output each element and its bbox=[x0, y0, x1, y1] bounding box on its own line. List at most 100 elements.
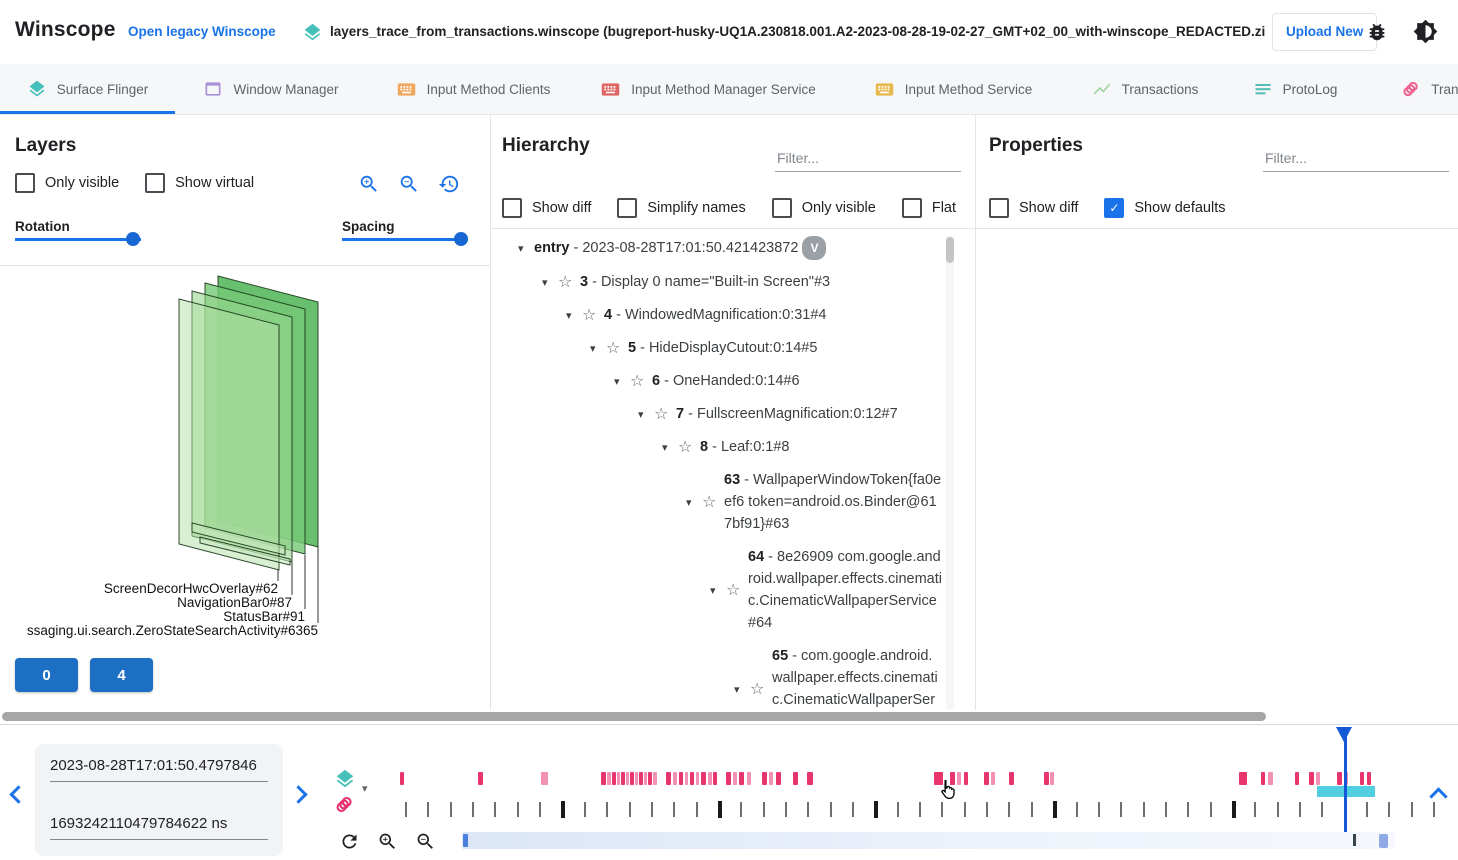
checkbox-show-virtual[interactable]: Show virtual bbox=[145, 173, 254, 193]
open-legacy-link[interactable]: Open legacy Winscope bbox=[128, 24, 276, 39]
transition-mark[interactable] bbox=[1295, 772, 1299, 785]
trace-entry-tick[interactable] bbox=[852, 802, 854, 817]
transition-mark[interactable] bbox=[701, 772, 706, 785]
trace-entry-tick[interactable] bbox=[1210, 802, 1212, 817]
trace-selector-caret-icon[interactable]: ▾ bbox=[362, 783, 368, 795]
expand-arrow-icon[interactable]: ▾ bbox=[734, 683, 740, 696]
tab-transactions[interactable]: Transactions bbox=[1069, 64, 1221, 114]
star-icon[interactable]: ☆ bbox=[558, 274, 573, 291]
layers-trace-icon[interactable] bbox=[334, 768, 356, 795]
tree-node-8[interactable]: ▾ ☆ 8 - Leaf:0:1#8 bbox=[662, 439, 790, 456]
checkbox-only-visible[interactable]: Only visible bbox=[15, 173, 119, 193]
trace-entry-tick[interactable] bbox=[1433, 802, 1435, 817]
expand-arrow-icon[interactable]: ▾ bbox=[518, 242, 524, 255]
timeline-zoom-out-icon[interactable] bbox=[415, 831, 436, 857]
expand-arrow-icon[interactable]: ▾ bbox=[686, 496, 692, 509]
hierarchy-scrollbar-thumb[interactable] bbox=[946, 237, 954, 263]
transition-mark[interactable] bbox=[607, 772, 611, 785]
layer-rect[interactable] bbox=[178, 298, 280, 571]
transition-mark[interactable] bbox=[708, 772, 712, 785]
layer-rect-thin[interactable] bbox=[191, 522, 286, 556]
hierarchy-scrollbar[interactable] bbox=[946, 236, 954, 710]
transition-mark[interactable] bbox=[1261, 772, 1265, 785]
tree-node-65[interactable]: ▾ ☆ 65 - com.google.android.wallpaper.effe… bbox=[734, 648, 938, 708]
trace-entry-tick[interactable] bbox=[785, 802, 787, 817]
transition-mark[interactable] bbox=[964, 772, 968, 785]
timeline-overview[interactable] bbox=[462, 832, 1395, 849]
transition-mark[interactable] bbox=[991, 772, 995, 785]
transition-mark[interactable] bbox=[1337, 772, 1342, 785]
transition-mark[interactable] bbox=[644, 772, 647, 785]
tree-node-64[interactable]: ▾ ☆ 64 - 8e26909 com.google.android.wallpa… bbox=[710, 549, 942, 631]
transition-mark[interactable] bbox=[696, 772, 699, 785]
transition-mark[interactable] bbox=[950, 772, 955, 785]
transitions-trace-icon[interactable] bbox=[334, 794, 355, 820]
transition-mark[interactable] bbox=[541, 772, 548, 785]
trace-entry-tick[interactable] bbox=[986, 802, 988, 817]
properties-filter-input[interactable] bbox=[1263, 145, 1449, 172]
trace-entry-tick[interactable] bbox=[1232, 801, 1236, 818]
layer-id-button-4[interactable]: 4 bbox=[90, 658, 153, 692]
trace-entry-tick[interactable] bbox=[1143, 802, 1145, 817]
trace-entry-tick[interactable] bbox=[1120, 802, 1122, 817]
transition-mark[interactable] bbox=[807, 772, 813, 785]
zoom-out-icon[interactable] bbox=[398, 173, 420, 200]
tree-node-3[interactable]: ▾ ☆ 3 - Display 0 name="Built-in Screen"#3 bbox=[542, 274, 831, 291]
expand-arrow-icon[interactable]: ▾ bbox=[614, 375, 620, 388]
trace-entry-tick[interactable] bbox=[807, 802, 809, 817]
tab-protolog[interactable]: ProtoLog bbox=[1221, 64, 1369, 114]
checkbox-only-visible[interactable]: Only visible bbox=[771, 198, 876, 218]
reset-view-history-icon[interactable] bbox=[438, 173, 460, 200]
checkbox-show-diff[interactable]: Show diff bbox=[502, 198, 591, 218]
layer-id-button-0[interactable]: 0 bbox=[15, 658, 78, 692]
transition-mark[interactable] bbox=[648, 772, 652, 785]
trace-entry-tick[interactable] bbox=[964, 802, 966, 817]
checkbox-flat[interactable]: Flat bbox=[901, 198, 956, 218]
transition-mark[interactable] bbox=[630, 772, 634, 785]
transition-mark[interactable] bbox=[617, 772, 620, 785]
tab-window-manager[interactable]: Window Manager bbox=[175, 64, 367, 114]
trace-entry-tick[interactable] bbox=[1254, 802, 1256, 817]
trace-entry-tick[interactable] bbox=[740, 802, 742, 817]
refresh-icon[interactable] bbox=[339, 831, 360, 857]
transition-mark[interactable] bbox=[1239, 772, 1247, 785]
trace-entry-tick[interactable] bbox=[673, 802, 675, 817]
expand-arrow-icon[interactable]: ▾ bbox=[542, 276, 548, 289]
trace-entry-tick[interactable] bbox=[696, 802, 698, 817]
trace-entry-tick[interactable] bbox=[897, 802, 899, 817]
transition-mark[interactable] bbox=[1050, 772, 1054, 785]
expand-arrow-icon[interactable]: ▾ bbox=[638, 408, 644, 421]
trace-entry-tick[interactable] bbox=[405, 802, 407, 817]
trace-entry-tick[interactable] bbox=[629, 802, 631, 817]
star-icon[interactable]: ☆ bbox=[582, 307, 597, 324]
trace-entry-tick[interactable] bbox=[427, 802, 429, 817]
transition-mark[interactable] bbox=[690, 772, 694, 785]
tab-input-method-service[interactable]: Input Method Service bbox=[837, 64, 1069, 114]
tree-node-5[interactable]: ▾ ☆ 5 - HideDisplayCutout:0:14#5 bbox=[590, 340, 818, 357]
expand-arrow-icon[interactable]: ▾ bbox=[566, 309, 572, 322]
trace-entry-tick[interactable] bbox=[919, 802, 921, 817]
transition-mark[interactable] bbox=[626, 772, 629, 785]
rotation-slider-thumb[interactable] bbox=[126, 232, 140, 246]
transition-mark[interactable] bbox=[612, 772, 616, 785]
transition-mark[interactable] bbox=[726, 772, 731, 785]
timeline-zoom-in-icon[interactable] bbox=[377, 831, 398, 857]
transition-mark[interactable] bbox=[666, 772, 671, 785]
transition-mark[interactable] bbox=[762, 772, 767, 785]
star-icon[interactable]: ☆ bbox=[606, 340, 621, 357]
expand-arrow-icon[interactable]: ▾ bbox=[710, 584, 716, 597]
layer-rect-thin[interactable] bbox=[199, 536, 291, 566]
transition-mark[interactable] bbox=[679, 772, 683, 785]
dark-mode-toggle-icon[interactable] bbox=[1413, 19, 1438, 49]
transition-mark[interactable] bbox=[621, 772, 625, 785]
trace-entry-tick[interactable] bbox=[1366, 802, 1368, 817]
trace-entry-tick[interactable] bbox=[718, 801, 722, 818]
trace-entry-tick[interactable] bbox=[941, 802, 943, 817]
transition-mark[interactable] bbox=[1360, 772, 1364, 785]
trace-entry-tick[interactable] bbox=[539, 802, 541, 817]
hierarchy-filter-input[interactable] bbox=[775, 145, 961, 172]
star-icon[interactable]: ☆ bbox=[654, 406, 669, 423]
tab-surface-flinger[interactable]: Surface Flinger bbox=[0, 64, 175, 114]
trace-entry-tick[interactable] bbox=[606, 802, 608, 817]
transition-mark[interactable] bbox=[934, 772, 943, 785]
